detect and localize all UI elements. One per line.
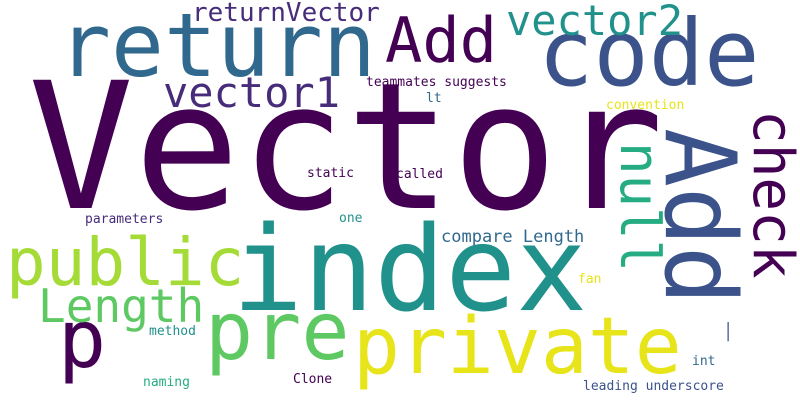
word-length: Length: [38, 279, 205, 333]
word-leading-underscore: leading underscore: [583, 379, 724, 394]
word-private: private: [353, 302, 682, 392]
word-index: index: [232, 200, 588, 338]
word-called: called: [396, 167, 443, 182]
word-lt: lt: [426, 91, 442, 106]
word-vector1: vector1: [163, 68, 341, 117]
word-add: Add: [385, 4, 497, 77]
word-teammates-suggests: teammates suggests: [366, 75, 507, 90]
word-check: check: [740, 110, 800, 279]
word-convention: convention: [606, 98, 685, 113]
word-method: method: [149, 324, 196, 339]
word-underscore: _: [727, 322, 765, 342]
word-pre: pre: [205, 285, 350, 378]
word-one: one: [339, 211, 363, 226]
word-int: int: [692, 354, 716, 369]
word-compare-length: compare Length: [441, 227, 585, 247]
word-clone: Clone: [293, 372, 333, 387]
word-public: public: [6, 224, 245, 301]
word-fan: fan: [578, 272, 602, 287]
word-static: static: [307, 166, 354, 181]
word-vector: Vector: [28, 45, 664, 250]
word-parameters: parameters: [85, 212, 164, 227]
word-p: p: [58, 293, 107, 386]
word-return: return: [58, 0, 376, 97]
word-vector2: vector2: [506, 0, 684, 45]
word-returnvector: returnVector: [192, 0, 380, 28]
word-code: code: [538, 0, 760, 107]
word-naming: naming: [143, 375, 190, 390]
word-null: null: [608, 142, 671, 273]
